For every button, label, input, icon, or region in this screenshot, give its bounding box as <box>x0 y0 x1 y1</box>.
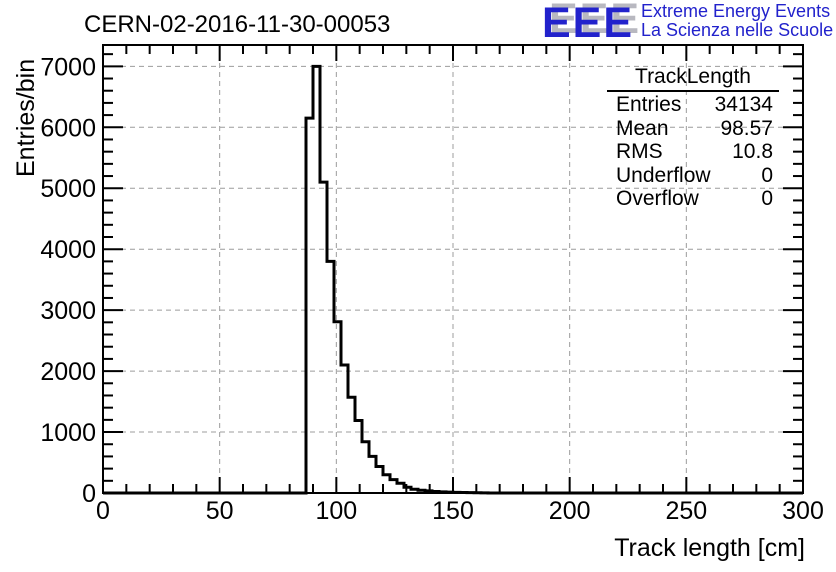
y-axis-title: Entries/bin <box>12 59 40 177</box>
stats-row: Mean 98.57 <box>607 117 779 141</box>
stats-row-value: 0 <box>761 163 773 187</box>
stats-row-value: 98.57 <box>720 116 773 140</box>
x-tick-label: 200 <box>549 497 591 525</box>
y-tick-label: 5000 <box>40 175 96 203</box>
y-tick-label: 7000 <box>40 53 96 81</box>
stats-box-rows: Entries 34134 Mean 98.57 RMS 10.8 Underf… <box>607 92 779 211</box>
eee-logo-text: Extreme Energy Events La Scienza nelle S… <box>641 2 833 40</box>
eee-logo-shadow: EEE <box>549 0 642 43</box>
stats-row-label: Underflow <box>616 163 711 187</box>
stats-row: Underflow 0 <box>607 164 779 188</box>
y-tick-label: 6000 <box>40 114 96 142</box>
x-tick-label: 0 <box>96 497 110 525</box>
stats-box-title: TrackLength <box>607 66 779 92</box>
stats-row-label: Mean <box>616 116 669 140</box>
eee-logo-letters: EEE <box>542 0 635 47</box>
plot-title: CERN-02-2016-11-30-00053 <box>84 11 391 38</box>
stats-row-label: Overflow <box>616 187 699 210</box>
x-tick-label: 300 <box>782 497 824 525</box>
y-tick-label: 1000 <box>40 419 96 447</box>
stats-row-value: 34134 <box>714 93 773 116</box>
stats-row-value: 0 <box>761 187 773 210</box>
x-tick-label: 100 <box>315 497 357 525</box>
eee-logo-line1: Extreme Energy Events <box>641 1 831 21</box>
eee-logo-line2: La Scienza nelle Scuole <box>641 20 834 40</box>
x-axis-title: Track length [cm] <box>614 534 805 562</box>
stats-box: TrackLength Entries 34134 Mean 98.57 RMS… <box>607 66 779 211</box>
stats-row-value: 10.8 <box>732 140 773 163</box>
y-tick-label: 4000 <box>40 236 96 264</box>
y-tick-label: 2000 <box>40 358 96 386</box>
stats-row: Entries 34134 <box>607 93 779 117</box>
x-tick-label: 150 <box>432 497 474 525</box>
stats-row-label: RMS <box>616 140 663 163</box>
x-tick-label: 50 <box>206 497 234 525</box>
stats-row: Overflow 0 <box>607 187 779 211</box>
y-tick-label: 3000 <box>40 297 96 325</box>
stats-row-label: Entries <box>616 93 682 116</box>
x-tick-label: 250 <box>665 497 707 525</box>
stats-row: RMS 10.8 <box>607 140 779 164</box>
y-tick-label: 0 <box>82 480 96 508</box>
